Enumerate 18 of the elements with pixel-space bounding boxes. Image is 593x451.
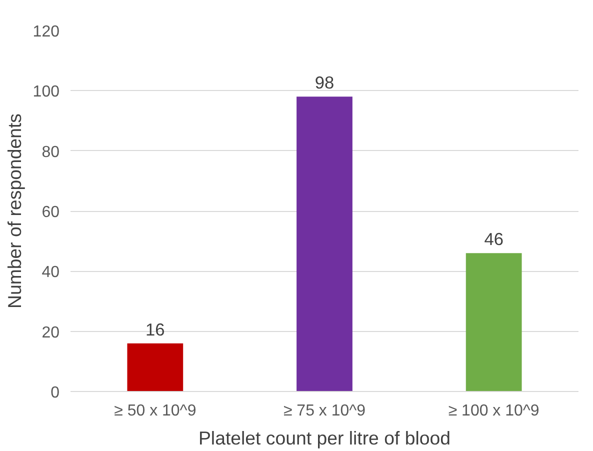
x-axis-title: Platelet count per litre of blood <box>198 428 451 448</box>
bar <box>127 343 184 392</box>
data-label: 98 <box>314 72 334 93</box>
x-tick-label: ≥ 75 x 10^9 <box>283 402 366 420</box>
x-tick-label: ≥ 100 x 10^9 <box>448 402 540 420</box>
y-tick-label: 40 <box>42 264 60 282</box>
y-tick-label: 80 <box>42 144 60 161</box>
bar <box>296 96 352 392</box>
data-label: 46 <box>484 229 504 250</box>
x-tick-label: ≥ 50 x 10^9 <box>114 402 196 420</box>
y-tick-label: 20 <box>42 324 60 342</box>
data-label: 16 <box>146 319 165 340</box>
y-tick-label: 60 <box>42 204 60 221</box>
y-tick-label: 120 <box>32 24 60 40</box>
y-tick-label: 0 <box>50 384 60 402</box>
y-tick-label: 100 <box>32 84 60 101</box>
y-axis-title: Number of respondents <box>4 114 25 308</box>
bar <box>466 253 522 392</box>
